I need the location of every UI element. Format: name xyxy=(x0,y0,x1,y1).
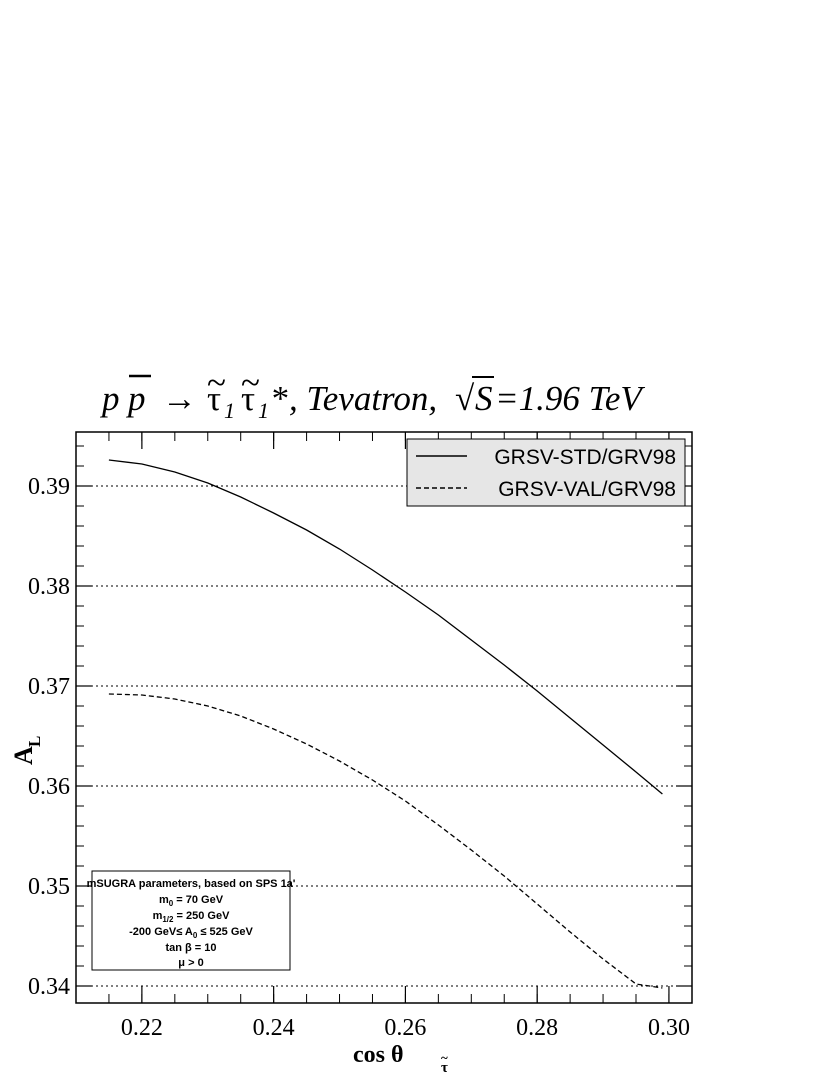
title-S: S xyxy=(475,379,493,418)
plot-frame xyxy=(75,431,693,1004)
param-line-1: mSUGRA parameters, based on SPS 1a' xyxy=(87,878,296,890)
x-tick-label: 0.28 xyxy=(516,1015,558,1041)
x-tick-label: 0.22 xyxy=(121,1015,163,1041)
legend: GRSV-STD/GRV98 GRSV-VAL/GRV98 xyxy=(406,438,686,507)
param-line-3: m1/2 = 250 GeV xyxy=(153,910,231,924)
title-sub-1b: 1 xyxy=(258,398,269,423)
y-axis-label-main: A xyxy=(9,746,38,765)
plot-area: 0.34 0.35 0.36 0.37 0.38 0.39 0.22 0.24 0.26 0.28… xyxy=(28,431,693,1041)
title-tau-2: τ xyxy=(241,379,255,418)
y-axis-label: A L xyxy=(9,736,44,765)
axis-ticks xyxy=(75,432,692,1003)
title-pbar: p xyxy=(125,379,146,418)
y-tick-label: 0.34 xyxy=(28,974,70,1000)
param-line-6: μ > 0 xyxy=(178,957,203,969)
y-tick-label: 0.35 xyxy=(28,874,70,900)
title-tau-1: τ xyxy=(207,379,221,418)
x-tick-label: 0.26 xyxy=(384,1015,426,1041)
y-axis-label-sub: L xyxy=(25,736,44,747)
chart-title: p p → τ ~ 1 τ ~ 1 * , Tevatron, √ S =1.9… xyxy=(99,363,645,423)
legend-label-val: GRSV-VAL/GRV98 xyxy=(498,478,676,501)
title-sqrt: √ xyxy=(455,379,475,418)
title-sub-1a: 1 xyxy=(224,398,235,423)
series-line-2 xyxy=(108,693,663,989)
parameter-box: mSUGRA parameters, based on SPS 1a' m0 =… xyxy=(87,870,296,971)
y-tick-label: 0.37 xyxy=(28,674,70,700)
y-tick-label: 0.39 xyxy=(28,474,70,500)
x-axis-label-main: cos θ xyxy=(353,1042,404,1068)
title-tilde-2: ~ xyxy=(241,363,260,402)
title-star: * xyxy=(270,379,288,418)
y-tick-label: 0.38 xyxy=(28,574,70,600)
x-axis-label: cos θ τ ~ xyxy=(353,1042,448,1075)
legend-label-std: GRSV-STD/GRV98 xyxy=(494,446,676,469)
title-rest: , Tevatron, xyxy=(289,379,446,418)
parameter-box-frame xyxy=(91,870,291,971)
x-axis-label-tilde: ~ xyxy=(441,1050,448,1065)
title-p: p xyxy=(99,379,120,418)
param-line-2: m0 = 70 GeV xyxy=(159,894,224,908)
tick-labels: 0.34 0.35 0.36 0.37 0.38 0.39 0.22 0.24 0.26 0.28… xyxy=(28,474,690,1041)
title-tilde-1: ~ xyxy=(207,363,226,402)
y-tick-label: 0.36 xyxy=(28,774,70,800)
x-axis-label-sub: τ xyxy=(441,1060,448,1075)
param-line-5: tan β = 10 xyxy=(165,942,216,954)
legend-box xyxy=(406,438,686,507)
title-arrow: → xyxy=(162,379,197,418)
title-energy: =1.96 TeV xyxy=(495,379,645,418)
series-layer xyxy=(108,459,663,989)
param-line-4: -200 GeV≤ A0 ≤ 525 GeV xyxy=(129,926,253,940)
x-tick-label: 0.30 xyxy=(648,1015,690,1041)
series-line-1 xyxy=(108,459,663,795)
x-tick-label: 0.24 xyxy=(253,1015,295,1041)
